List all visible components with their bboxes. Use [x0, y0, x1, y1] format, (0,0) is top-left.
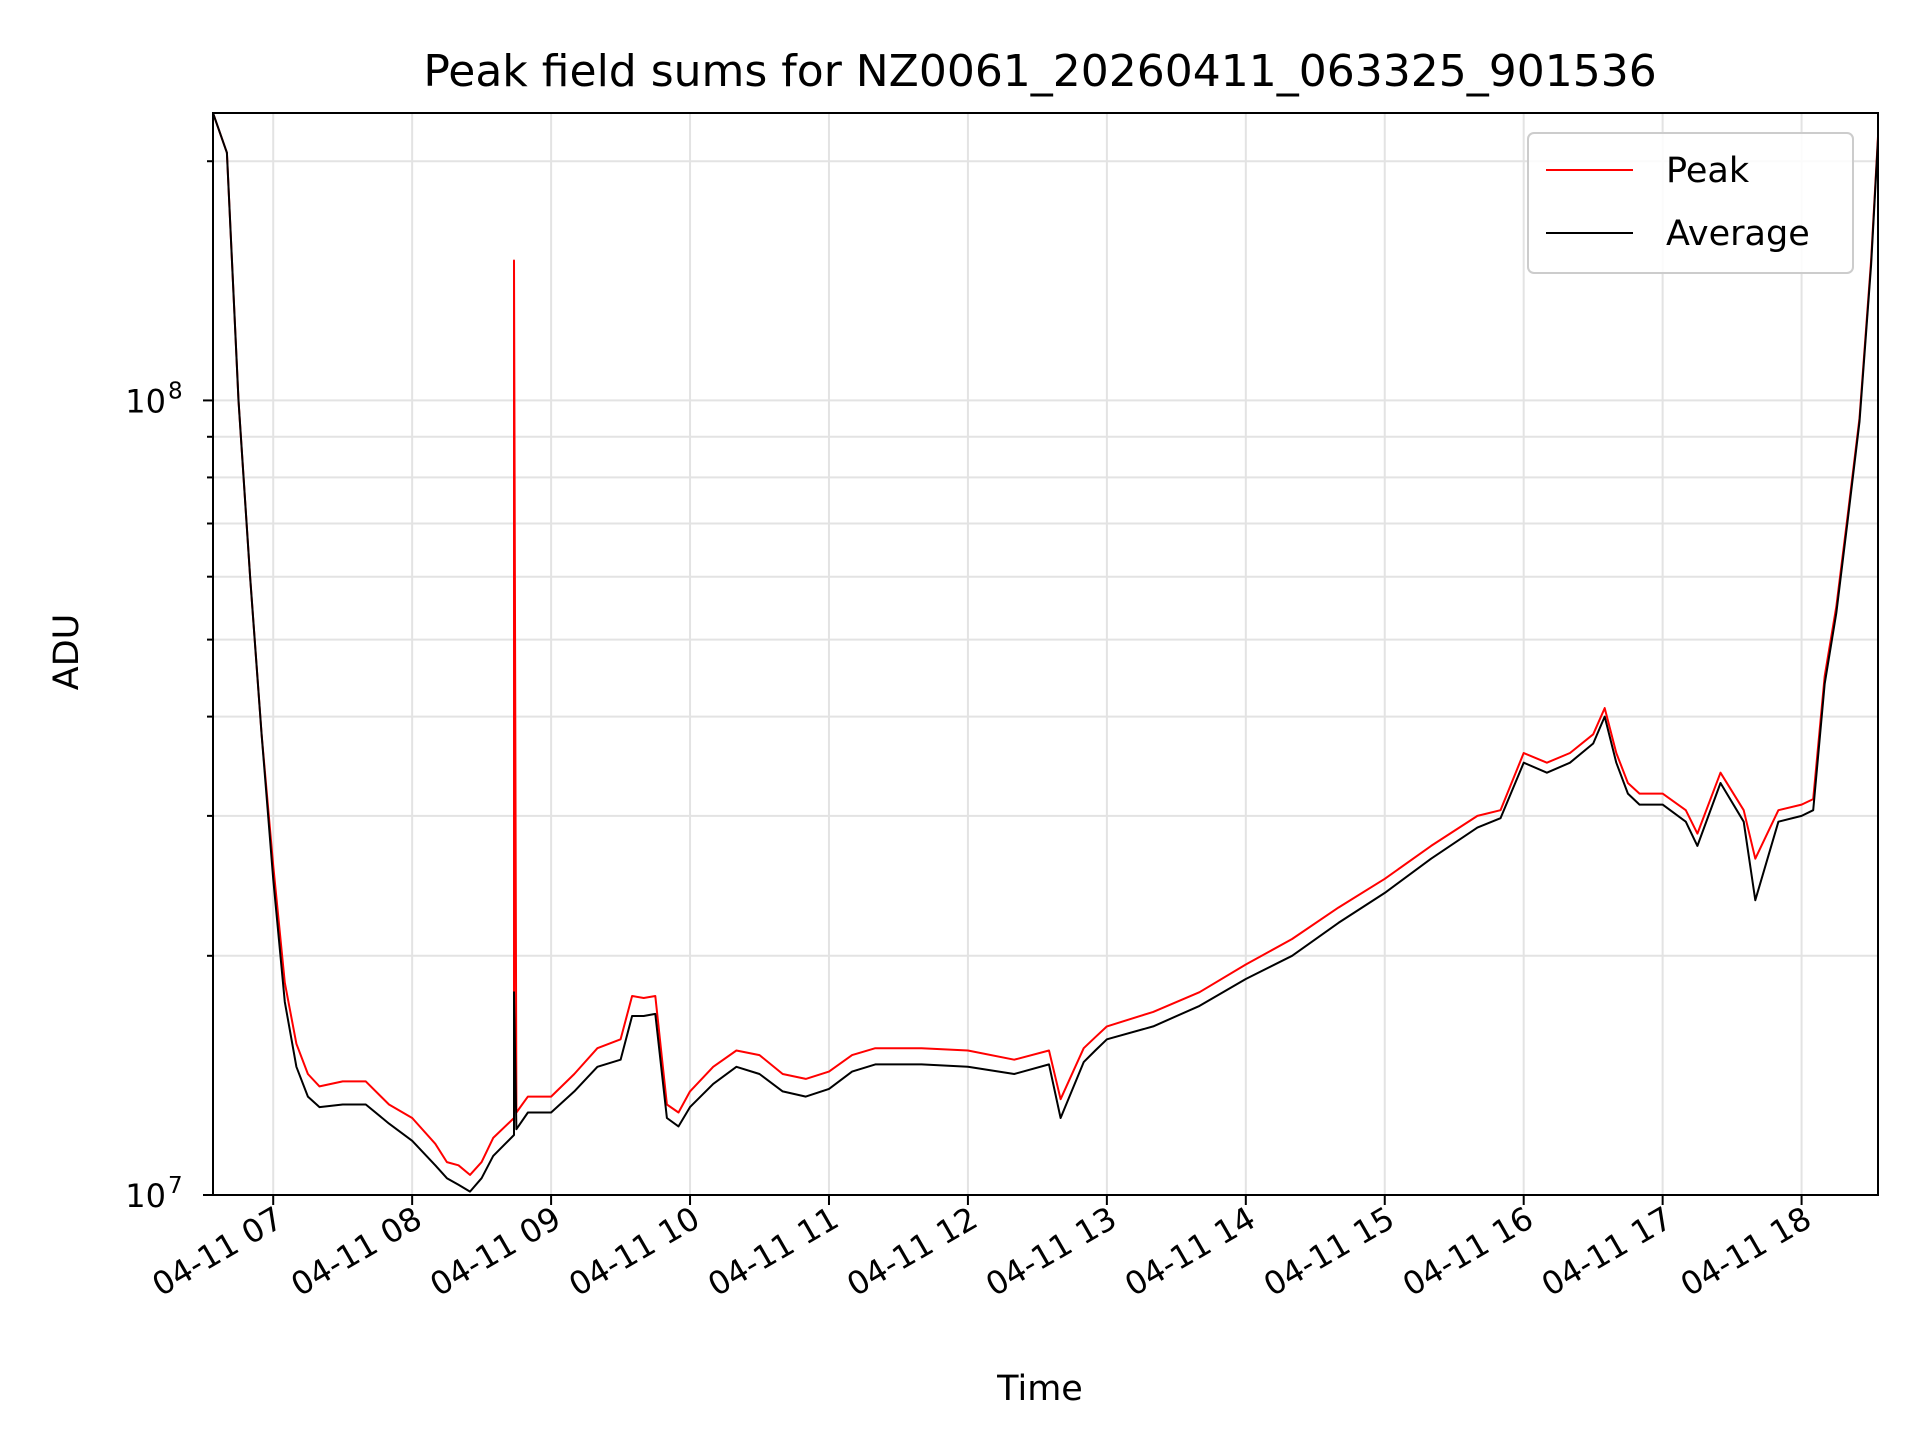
series-layer: [212, 112, 1879, 1193]
legend-box: [1527, 132, 1854, 274]
y-tick-label: 10: [125, 1177, 166, 1215]
plot-frame: [212, 112, 1879, 1196]
chart-title: Peak field sums for NZ0061_20260411_0633…: [423, 46, 1656, 97]
y-axis-label: ADU: [47, 614, 87, 691]
y-tick-label: 10: [125, 382, 166, 420]
legend-label-average: Average: [1666, 214, 1810, 254]
y-tick-label-exponent: 7: [168, 1173, 183, 1199]
y-tick-label-exponent: 8: [168, 378, 183, 404]
legend-label-peak: Peak: [1666, 151, 1750, 191]
x-axis-label: Time: [996, 1369, 1083, 1409]
series-line-average: [212, 112, 1879, 1193]
series-line-peak: [212, 112, 1879, 1176]
legend: Peak Average: [1527, 132, 1854, 274]
